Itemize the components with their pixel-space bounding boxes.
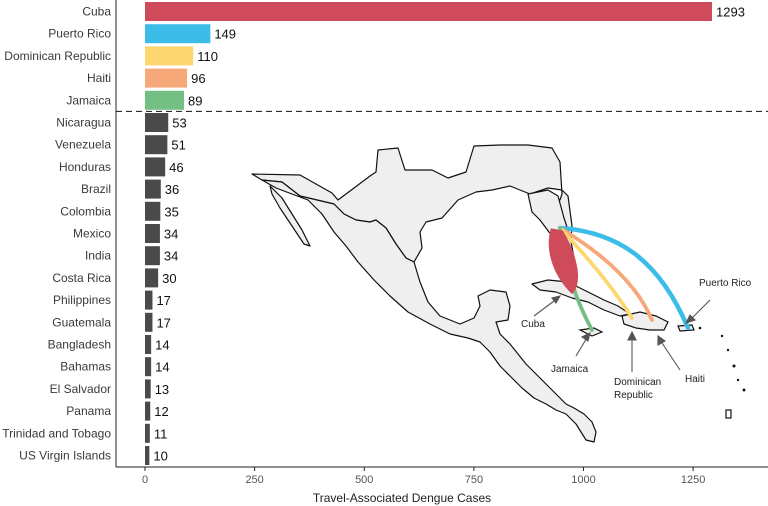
value-label-haiti: 96 [191, 71, 205, 86]
category-label-us-virgin-islands: US Virgin Islands [19, 449, 111, 463]
map-label-puerto-rico: Puerto Rico [699, 278, 752, 289]
bar-series [145, 2, 712, 465]
bar-brazil [145, 179, 161, 199]
value-label-panama: 12 [154, 404, 168, 419]
x-tick-label-1000: 1000 [571, 474, 595, 486]
bar-trinidad-and-tobago [145, 423, 150, 443]
category-label-costa-rica: Costa Rica [52, 271, 111, 285]
category-label-mexico: Mexico [73, 227, 111, 241]
value-label-nicaragua: 53 [172, 116, 186, 131]
category-labels: Cuba Puerto Rico Dominican Republic Haiti Ja… [2, 5, 111, 463]
map-label-dominican-line1: Dominican [614, 377, 661, 388]
bar-philippines [145, 290, 153, 310]
bar-panama [145, 401, 151, 421]
category-label-panama: Panama [66, 404, 111, 418]
category-label-brazil: Brazil [81, 182, 111, 196]
bar-india [145, 246, 160, 266]
value-label-cuba: 1293 [716, 5, 745, 20]
category-label-guatemala: Guatemala [52, 315, 111, 329]
value-label-bangladesh: 14 [155, 338, 169, 353]
map-travel-arcs [548, 225, 691, 332]
value-label-jamaica: 89 [188, 93, 202, 108]
x-axis-ticks: 0 250 500 750 1000 1250 [142, 467, 705, 486]
value-label-dominican-republic: 110 [197, 49, 218, 64]
value-label-venezuela: 51 [171, 138, 185, 153]
bar-honduras [145, 157, 166, 177]
value-label-bahamas: 14 [155, 360, 169, 375]
bar-puerto-rico [145, 24, 211, 44]
map-baja-california [269, 185, 311, 247]
value-label-honduras: 46 [169, 160, 183, 175]
bar-venezuela [145, 135, 168, 155]
map-mexico-central-america [261, 179, 597, 443]
category-label-honduras: Honduras [59, 160, 111, 174]
bar-nicaragua [145, 113, 169, 132]
category-label-trinidad-and-tobago: Trinidad and Tobago [2, 426, 111, 440]
value-label-philippines: 17 [156, 293, 170, 308]
value-label-india: 34 [164, 249, 178, 264]
category-label-nicaragua: Nicaragua [56, 116, 111, 130]
category-label-cuba: Cuba [82, 5, 111, 19]
x-tick-label-250: 250 [245, 474, 263, 486]
bar-us-virgin-islands [145, 446, 150, 465]
category-label-venezuela: Venezuela [55, 138, 111, 152]
bar-mexico [145, 224, 160, 243]
value-label-puerto-rico: 149 [214, 27, 236, 42]
bar-bangladesh [145, 335, 152, 354]
map-pointer-arrows [533, 295, 711, 372]
map-lesser-antilles [698, 326, 746, 419]
x-tick-label-750: 750 [465, 474, 483, 486]
bar-guatemala [145, 312, 153, 332]
category-label-bahamas: Bahamas [60, 360, 111, 374]
bar-costa-rica [145, 268, 159, 288]
map-label-jamaica: Jamaica [551, 364, 589, 375]
value-label-us-virgin-islands: 10 [153, 449, 167, 464]
x-axis-title: Travel-Associated Dengue Cases [313, 491, 491, 505]
map-us-landmass [251, 144, 573, 263]
category-label-dominican-republic: Dominican Republic [4, 49, 111, 63]
category-label-india: India [85, 249, 111, 263]
bar-haiti [145, 68, 188, 88]
bar-dominican-republic [145, 46, 194, 66]
bar-bahamas [145, 357, 152, 377]
category-label-philippines: Philippines [53, 293, 111, 307]
value-label-trinidad-and-tobago: 11 [154, 426, 168, 441]
x-tick-label-1250: 1250 [681, 474, 705, 486]
value-label-colombia: 35 [164, 204, 178, 219]
value-label-el-salvador: 13 [155, 382, 169, 397]
value-label-costa-rica: 30 [162, 271, 176, 286]
map-label-cuba: Cuba [521, 319, 545, 330]
arc-cuba [548, 228, 579, 295]
map-label-haiti: Haiti [685, 374, 705, 385]
value-label-brazil: 36 [165, 182, 179, 197]
inset-map: Cuba Jamaica Dominican Republic Haiti Pu… [251, 144, 752, 443]
arc-puerto-rico [557, 225, 691, 331]
category-label-puerto-rico: Puerto Rico [48, 27, 111, 41]
category-label-jamaica: Jamaica [66, 93, 111, 107]
bar-colombia [145, 201, 161, 221]
bar-jamaica [145, 90, 185, 110]
x-tick-label-500: 500 [355, 474, 373, 486]
value-label-mexico: 34 [164, 227, 178, 242]
bar-cuba [145, 2, 712, 21]
category-label-haiti: Haiti [87, 71, 111, 85]
arc-dominican-republic [558, 226, 634, 320]
arc-haiti [558, 226, 654, 322]
category-label-colombia: Colombia [60, 204, 111, 218]
value-label-guatemala: 17 [156, 315, 170, 330]
category-label-bangladesh: Bangladesh [48, 338, 111, 352]
map-label-dominican-line2: Republic [614, 390, 653, 401]
bar-el-salvador [145, 379, 151, 399]
x-tick-label-0: 0 [142, 474, 148, 486]
map-hispaniola-island [621, 311, 669, 331]
category-label-el-salvador: El Salvador [50, 382, 111, 396]
